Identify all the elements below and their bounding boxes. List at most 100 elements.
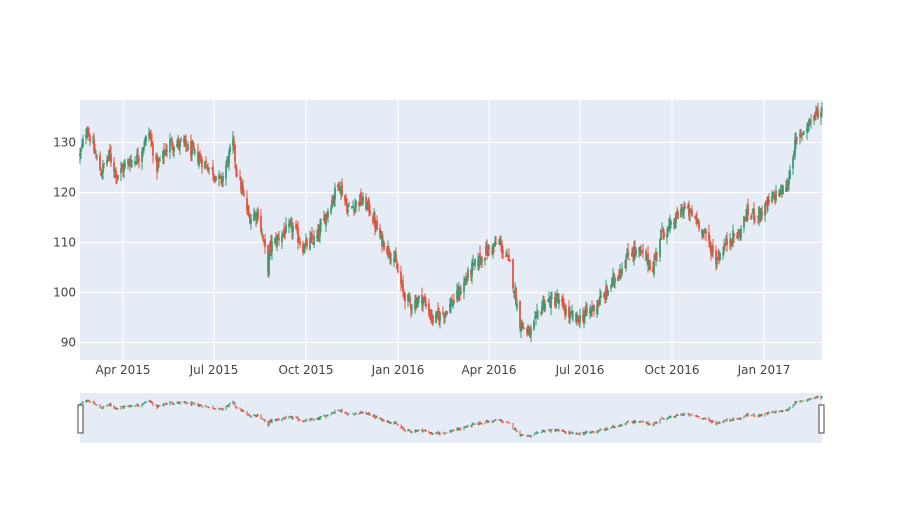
candle — [411, 304, 413, 315]
candle — [802, 131, 804, 136]
candle — [473, 262, 475, 267]
candle — [264, 233, 266, 254]
candle — [93, 132, 95, 154]
candle — [276, 234, 278, 252]
candle — [656, 251, 658, 262]
candle — [486, 239, 488, 260]
candle — [711, 244, 713, 257]
candle — [505, 251, 507, 258]
candle — [101, 169, 103, 179]
range-slider-right-handle[interactable] — [818, 404, 825, 434]
candle — [425, 296, 427, 309]
candle — [187, 141, 189, 151]
candle — [760, 208, 762, 223]
candle — [705, 228, 707, 242]
candle — [284, 227, 286, 240]
candle — [386, 245, 388, 256]
candle — [479, 245, 481, 268]
candle — [352, 200, 354, 208]
candle — [317, 224, 319, 241]
candle — [744, 216, 746, 222]
candle — [200, 153, 202, 163]
candle — [369, 203, 371, 216]
candle — [674, 217, 676, 229]
candle — [492, 243, 494, 259]
candle — [723, 238, 725, 256]
candle — [618, 269, 620, 279]
candle — [186, 147, 188, 152]
candle — [242, 179, 244, 195]
candle — [382, 234, 384, 248]
candle — [554, 291, 556, 309]
candle — [229, 143, 231, 156]
candle — [117, 174, 119, 181]
candle — [246, 190, 248, 215]
range-slider-left-handle[interactable] — [77, 404, 84, 434]
candle — [815, 105, 817, 120]
candle — [765, 200, 767, 204]
candle — [535, 311, 537, 326]
candle — [816, 107, 818, 117]
candle — [383, 240, 385, 251]
candle — [277, 233, 279, 241]
candle — [507, 254, 509, 261]
candle — [324, 213, 326, 225]
candle — [239, 169, 241, 181]
candle — [596, 299, 598, 318]
candle — [233, 135, 235, 151]
candle — [184, 135, 186, 148]
candle — [752, 208, 754, 214]
candle — [170, 137, 172, 143]
plot-background — [80, 100, 822, 360]
candle — [365, 193, 367, 210]
candle — [820, 107, 822, 125]
candle — [527, 323, 529, 336]
candle — [739, 228, 741, 242]
candle — [390, 252, 392, 266]
candle — [627, 243, 629, 258]
candle — [211, 167, 213, 170]
candle — [121, 163, 123, 169]
candle — [513, 290, 515, 299]
candle — [108, 149, 110, 162]
candle — [403, 289, 405, 301]
candle — [309, 230, 311, 251]
candle — [260, 209, 262, 235]
candle — [351, 206, 353, 210]
candle — [584, 306, 586, 324]
candle — [262, 233, 264, 242]
candle — [747, 198, 749, 221]
candle — [605, 279, 607, 304]
candle — [144, 136, 146, 147]
candle — [682, 207, 684, 219]
candle — [810, 114, 812, 129]
candle — [610, 284, 612, 293]
candle — [296, 223, 298, 234]
candle — [442, 306, 444, 316]
candle — [446, 311, 448, 316]
range-slider[interactable] — [77, 393, 825, 443]
candle — [506, 248, 508, 257]
candle — [683, 201, 685, 219]
candle — [376, 215, 378, 231]
candle — [712, 239, 714, 259]
candle — [464, 277, 466, 287]
candle — [87, 125, 89, 141]
candle — [353, 208, 355, 216]
candle — [719, 251, 721, 262]
candle — [79, 147, 81, 165]
candle — [796, 136, 798, 145]
candle — [655, 247, 657, 267]
candle — [495, 235, 497, 245]
candle — [334, 182, 336, 207]
candle — [330, 204, 332, 216]
candle — [134, 156, 136, 167]
candle — [341, 177, 343, 197]
candle — [726, 232, 728, 253]
candle — [232, 130, 234, 154]
candle — [360, 188, 362, 206]
candle — [585, 301, 587, 317]
candle — [459, 286, 461, 302]
candle — [130, 154, 132, 168]
candle — [227, 156, 229, 168]
